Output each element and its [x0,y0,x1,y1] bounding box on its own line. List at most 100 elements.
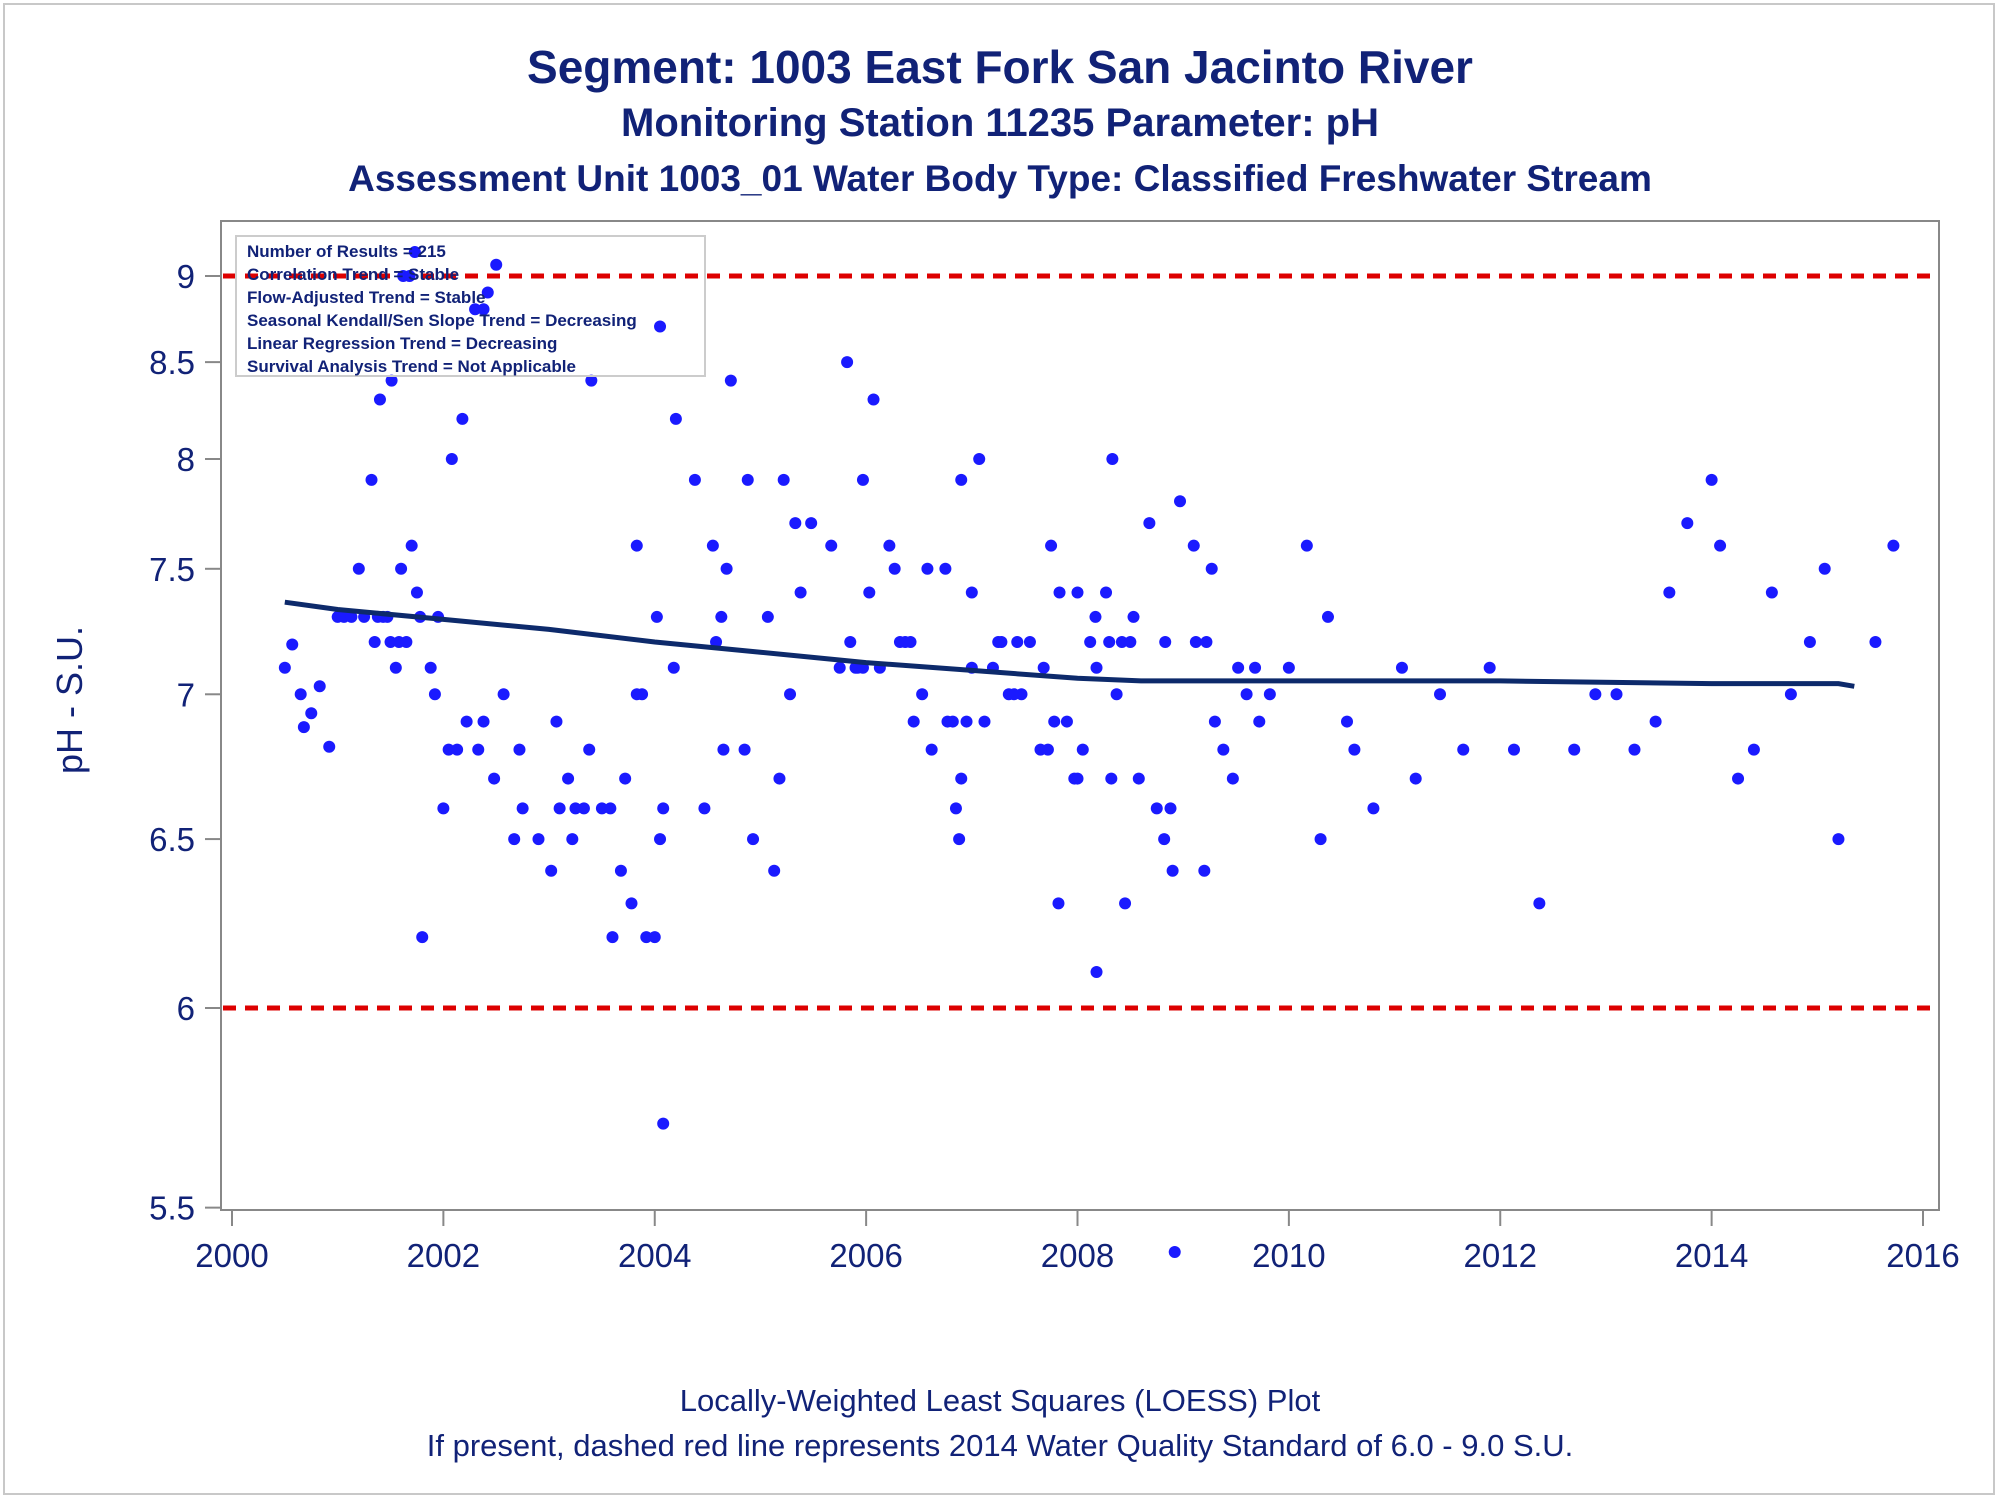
data-point [294,688,307,701]
data-point [1263,688,1276,701]
data-point [833,661,846,674]
data-point [1282,661,1295,674]
data-point [595,802,608,815]
data-point [569,802,582,815]
data-point [883,539,896,552]
chart-frame [3,3,1995,1495]
data-point [460,715,473,728]
data-point [955,473,968,486]
y-tick-label: 8.5 [149,344,195,381]
data-point [669,412,682,425]
y-tick-label: 7.5 [149,551,195,588]
data-point [583,743,596,756]
legend-box [235,235,706,377]
data-point [706,539,719,552]
data-point [768,864,781,877]
data-point [545,864,558,877]
data-point [1240,688,1253,701]
data-point [1127,610,1140,623]
x-tick-label: 2000 [195,1237,268,1274]
data-point [405,539,418,552]
data-point [1100,586,1113,599]
data-point [1132,772,1145,785]
legend-line: Flow-Adjusted Trend = Stable [247,288,486,307]
data-point [365,473,378,486]
data-point [410,586,423,599]
data-point [978,715,991,728]
data-point [1090,966,1103,978]
data-point [784,688,797,701]
data-point [1232,661,1245,674]
data-point [1115,636,1128,648]
data-point [856,473,869,486]
footer-method: Locally-Weighted Least Squares (LOESS) P… [679,1383,1321,1418]
data-point [794,586,807,599]
data-point [738,743,751,756]
data-point [1341,715,1354,728]
data-point [395,562,408,575]
data-point [1103,636,1116,648]
data-point [1765,586,1778,599]
data-point [1589,688,1602,701]
legend-line: Survival Analysis Trend = Not Applicable [247,357,576,376]
data-point [566,833,579,846]
data-point [648,931,661,944]
data-point [1174,495,1187,508]
x-tick-label: 2002 [407,1237,480,1274]
data-point [313,680,326,693]
data-point [1106,453,1119,465]
data-point [437,802,450,815]
data-point [368,636,381,648]
data-point [1048,715,1061,728]
data-point [1314,833,1327,846]
data-point [657,1117,670,1130]
data-point [456,412,469,425]
data-point [1023,636,1036,648]
data-point [1053,586,1066,599]
data-point [965,586,978,599]
data-point [1887,539,1900,552]
data-points [278,246,1900,1258]
data-point [553,802,566,815]
data-point [955,772,968,785]
data-point [477,303,490,316]
data-point [1159,636,1172,648]
data-point [297,721,310,734]
data-point [698,802,711,815]
data-point [1507,743,1520,756]
data-point [630,539,643,552]
x-tick-label: 2010 [1252,1237,1325,1274]
data-point [1168,1246,1181,1258]
data-point [305,707,318,720]
x-tick-label: 2012 [1464,1237,1537,1274]
y-tick-label: 8 [177,441,195,478]
data-point [1205,562,1218,575]
data-point [614,864,627,877]
data-point [516,802,529,815]
data-point [1663,586,1676,599]
data-point [636,688,649,701]
data-point [488,772,501,785]
data-point [278,661,291,674]
data-point [841,356,854,369]
data-point [904,636,917,648]
data-point [973,453,986,465]
data-point [373,393,386,406]
legend-line: Number of Results = 215 [247,242,446,261]
data-point [654,320,667,333]
data-point [921,562,934,575]
plot-area [220,220,1940,1211]
data-point [1198,864,1211,877]
data-point [606,931,619,944]
data-point [451,743,464,756]
data-point [384,636,397,648]
data-point [1150,802,1163,815]
x-axis: 2000 2002 2004 2006 2008 2010 2012 2014 2016 [195,1210,1960,1274]
data-point [400,636,413,648]
y-tick-label: 6 [177,990,195,1027]
data-point [389,661,402,674]
x-tick-label: 2008 [1041,1237,1114,1274]
data-point [604,802,617,815]
data-point [657,802,670,815]
